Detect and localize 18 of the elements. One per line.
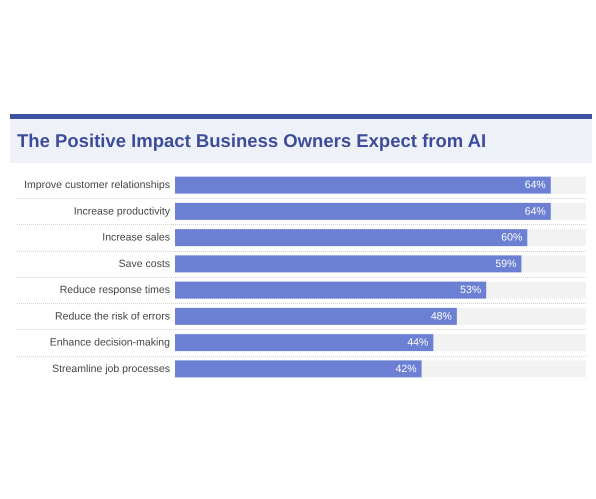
data-label: 44% (407, 336, 428, 349)
y-tick-label: Increase productivity (74, 205, 171, 218)
data-label: 59% (495, 258, 516, 270)
data-label: 60% (501, 232, 522, 244)
header-panel: The Positive Impact Business Owners Expect from AI (10, 114, 592, 163)
y-tick-label: Improve customer relationships (24, 179, 170, 192)
data-label: 48% (430, 310, 452, 322)
data-label: 64% (524, 205, 546, 218)
y-tick-label: Streamline job processes (52, 362, 170, 375)
y-tick-label: Increase sales (102, 232, 170, 244)
y-tick-label: Save costs (118, 258, 170, 270)
data-label: 53% (460, 284, 482, 296)
y-tick-label: Reduce response times (60, 284, 170, 296)
y-tick-label: Reduce the risk of errors (55, 310, 170, 322)
y-tick-label: Enhance decision-making (50, 336, 170, 349)
data-label: 64% (524, 179, 546, 192)
chart-title: The Positive Impact Business Owners Expect from AI (17, 130, 486, 152)
data-label: 42% (396, 362, 417, 375)
